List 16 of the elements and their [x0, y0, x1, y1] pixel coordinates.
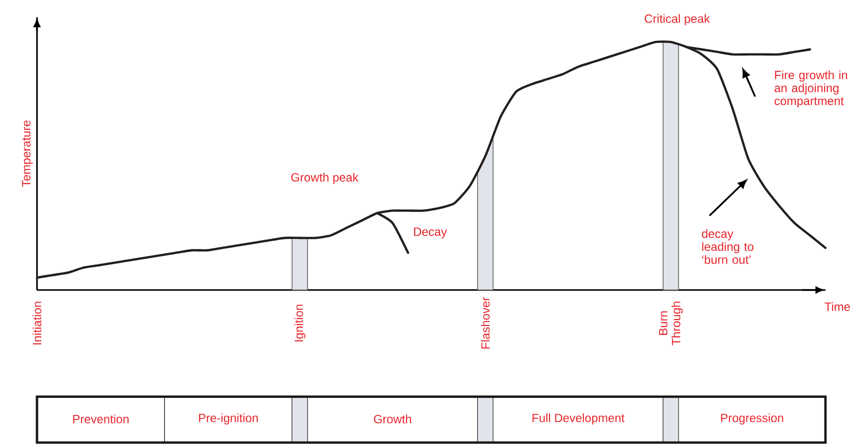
x-axis-title: Time — [824, 302, 850, 311]
x-tick-label: Ignition — [294, 304, 306, 342]
text: Pre-ignition — [199, 413, 258, 425]
text: Critical peak — [644, 14, 710, 26]
annotation: Fire growth in an adjoining compartment — [774, 70, 848, 108]
y-axis-title: Temperature — [22, 120, 33, 187]
text: Growth — [374, 414, 412, 424]
text: Progression — [721, 413, 784, 425]
x-tick-label: Flashover — [480, 297, 490, 348]
text: Full Development — [532, 413, 624, 425]
annotation: Growth peak — [291, 172, 358, 184]
text: Prevention — [73, 414, 129, 424]
annotation: decay leading to ‘burn out’ — [702, 229, 754, 264]
x-tick-label: Burn Through — [659, 302, 683, 346]
x-tick-label: Initiation — [32, 302, 42, 344]
annotation: Decay — [414, 228, 447, 238]
